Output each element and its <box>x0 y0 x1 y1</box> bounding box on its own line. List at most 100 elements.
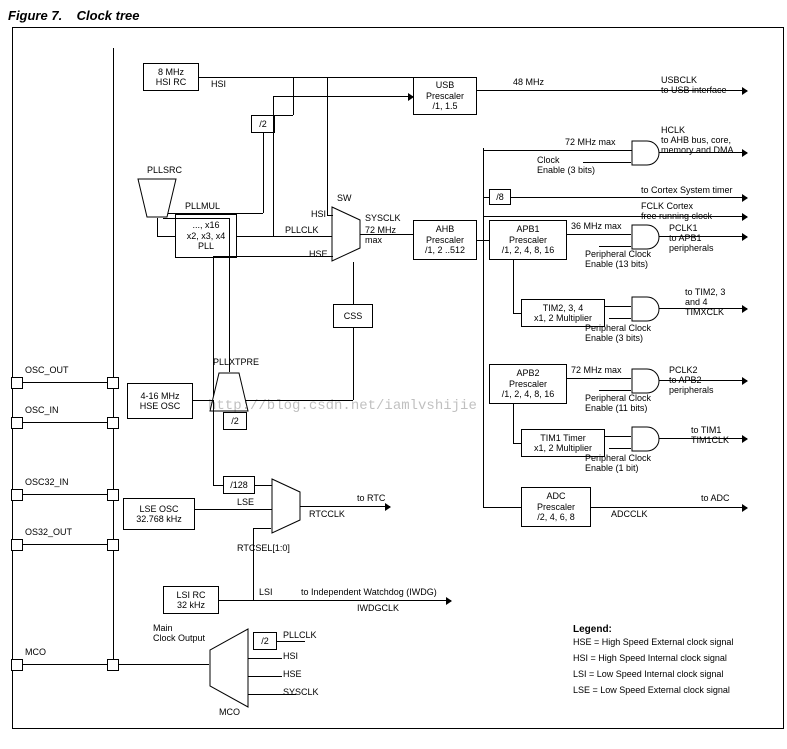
wire-ahb-bus <box>483 148 484 508</box>
label-mco-pllclk: PLLCLK <box>283 631 317 641</box>
legend-lse: LSE = Low Speed External clock signal <box>573 686 730 696</box>
label-apb1max: 36 MHz max <box>571 222 622 232</box>
box-div8: /8 <box>489 189 511 205</box>
wire-pllsrc-to-mul <box>157 218 158 236</box>
port-hse-b <box>107 417 119 429</box>
pllmul-l2: x2, x3, x4 <box>187 231 226 241</box>
port-hse-a <box>107 377 119 389</box>
label-pclk2: PCLK2 to APB2 peripherals <box>669 366 714 396</box>
label-hsi: HSI <box>211 80 226 90</box>
legend-title: Legend: <box>573 624 612 635</box>
adc-l2: Prescaler <box>537 502 575 512</box>
wire-tim234-out <box>605 306 631 307</box>
pllmul-l3: PLL <box>198 241 214 251</box>
label-mco-hse: HSE <box>283 670 302 680</box>
wire-pce1 <box>609 448 631 449</box>
box-hsi-rc: 8 MHz HSI RC <box>143 63 199 91</box>
wire-osc-out <box>22 382 107 383</box>
box-div2-c: /2 <box>253 632 277 650</box>
label-pllsrc: PLLSRC <box>147 166 182 176</box>
wire-lsi-up <box>253 528 254 600</box>
wire-mco-hse <box>248 676 282 677</box>
label-rtcclk: RTCCLK <box>309 510 345 520</box>
label-pce13: Peripheral Clock Enable (13 bits) <box>585 250 651 270</box>
box-pllmul: ..., x16 x2, x3, x4 PLL <box>175 214 237 258</box>
ahb-l2: Prescaler <box>426 235 464 245</box>
port-lse-b <box>107 539 119 551</box>
label-mco-sysclk: SYSCLK <box>283 688 319 698</box>
figure-caption: Clock tree <box>77 8 140 23</box>
label-sysclk: SYSCLK <box>365 214 401 224</box>
wire-div8-in <box>483 197 489 198</box>
port-osc-out <box>11 377 23 389</box>
wire-apb1-to-tim-h <box>513 313 521 314</box>
wire-mco <box>22 664 107 665</box>
label-iwdgclk: IWDGCLK <box>357 604 399 614</box>
label-clkena: Clock Enable (3 bits) <box>537 156 595 176</box>
ahb-l1: AHB <box>436 224 455 234</box>
label-rtcsel: RTCSEL[1:0] <box>237 544 290 554</box>
box-lsi-rc: LSI RC 32 kHz <box>163 586 219 614</box>
label-pllxtpre: PLLXTPRE <box>213 358 259 368</box>
wire-pllsrc-to-mul-h <box>157 236 175 237</box>
wire-osc-in <box>22 422 107 423</box>
box-ahb-prescaler: AHB Prescaler /1, 2 ..512 <box>413 220 477 260</box>
wire-top72 <box>483 150 633 151</box>
apb2-l1: APB2 <box>516 368 539 378</box>
wire-apb1-to-tim <box>513 260 514 313</box>
watermark: http://blog.csdn.net/iamlvshijie <box>208 398 477 414</box>
wire-pce13 <box>599 246 631 247</box>
wire-hsi-to-div2 <box>275 115 293 116</box>
label-cortex: to Cortex System timer <box>641 186 733 196</box>
box-apb2: APB2 Prescaler /1, 2, 4, 8, 16 <box>489 364 567 404</box>
box-adc: ADC Prescaler /2, 4, 6, 8 <box>521 487 591 527</box>
div2a-l1: /2 <box>259 119 267 129</box>
label-pce3: Peripheral Clock Enable (3 bits) <box>585 324 651 344</box>
port-osc32-in <box>11 489 23 501</box>
adc-l3: /2, 4, 6, 8 <box>537 512 575 522</box>
wire-apb1-out <box>567 234 631 235</box>
wire-hse-to-128-h <box>213 485 223 486</box>
lse-l2: 32.768 kHz <box>136 514 182 524</box>
wire-pllxtpre-to-pllsrc <box>163 218 229 219</box>
and-tim1 <box>631 426 661 452</box>
wire-rtcclk <box>300 506 390 507</box>
wire-pllclk-to-usb <box>273 96 413 97</box>
port-mco-b <box>107 659 119 671</box>
legend-hsi: HSI = High Speed Internal clock signal <box>573 654 727 664</box>
wire-css-up <box>353 262 354 304</box>
label-pllmul: PLLMUL <box>185 202 220 212</box>
box-usb-prescaler: USB Prescaler /1, 1.5 <box>413 77 477 115</box>
label-lse: LSE <box>237 498 254 508</box>
wire-adc-in <box>483 507 521 508</box>
usb-l3: /1, 1.5 <box>432 101 457 111</box>
backbone-vline <box>113 48 114 668</box>
tim234-l1: TIM2, 3, 4 <box>543 303 584 313</box>
label-pllclk: PLLCLK <box>285 226 319 236</box>
wire-iwdg <box>219 600 451 601</box>
tim1-l2: x1, 2 Multiplier <box>534 443 592 453</box>
hsi-l1: 8 MHz <box>158 67 184 77</box>
port-os32-out <box>11 539 23 551</box>
tim234-l2: x1, 2 Multiplier <box>534 313 592 323</box>
and-pclk1 <box>631 224 661 250</box>
label-mco-m: MCO <box>219 708 240 718</box>
wire-apb2-to-tim1 <box>513 404 514 443</box>
and-pclk2 <box>631 368 661 394</box>
label-pce11: Peripheral Clock Enable (11 bits) <box>585 394 651 414</box>
box-lse-osc: LSE OSC 32.768 kHz <box>123 498 195 530</box>
css-l1: CSS <box>344 311 363 321</box>
port-mco <box>11 659 23 671</box>
box-hse-osc: 4-16 MHz HSE OSC <box>127 383 193 419</box>
label-sw-hse: HSE <box>309 250 328 260</box>
figure-number: Figure 7. <box>8 8 62 23</box>
div2b-l1: /2 <box>231 416 239 426</box>
apb1-l3: /1, 2, 4, 8, 16 <box>502 245 555 255</box>
mux-rtcsel <box>271 478 301 534</box>
and-hclk <box>631 140 661 166</box>
wire-css-down <box>353 328 354 400</box>
wire-div2-down <box>263 133 264 213</box>
div8-l1: /8 <box>496 192 504 202</box>
label-top72: 72 MHz max <box>565 138 616 148</box>
label-osc32-in: OSC32_IN <box>25 478 69 488</box>
